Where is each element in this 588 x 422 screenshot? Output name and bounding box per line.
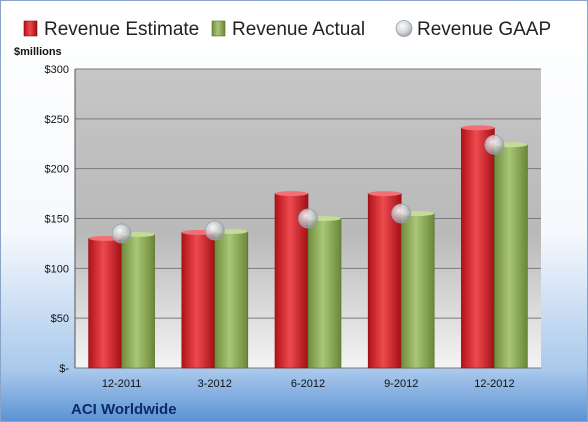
marker-revenue-gaap bbox=[391, 203, 412, 224]
bar-revenue-actual bbox=[494, 144, 528, 369]
y-tick-label: $- bbox=[59, 363, 69, 375]
bar-revenue-actual bbox=[307, 218, 342, 369]
bar-top-revenue-estimate bbox=[368, 191, 402, 197]
y-tick-label: $150 bbox=[45, 214, 69, 226]
bar-revenue-estimate bbox=[181, 232, 216, 369]
legend-label: Revenue Estimate bbox=[44, 19, 199, 40]
bar-revenue-actual bbox=[121, 234, 155, 369]
marker-revenue-gaap bbox=[204, 220, 225, 241]
y-tick-label: $100 bbox=[45, 263, 69, 275]
x-axis-ticks: 12-2011 3-2012 6-2012 9-2012 12-2012 bbox=[102, 378, 515, 390]
x-tick-label: 9-2012 bbox=[384, 378, 418, 390]
y-axis-ticks: $- $50 $100 $150 $200 $250 $300 bbox=[45, 64, 70, 375]
marker-revenue-gaap bbox=[111, 223, 132, 244]
company-name: ACI Worldwide bbox=[71, 401, 177, 418]
y-tick-label: $200 bbox=[45, 164, 69, 176]
legend-label: Revenue Actual bbox=[232, 19, 365, 40]
y-tick-label: $250 bbox=[45, 114, 69, 126]
bar-revenue-estimate bbox=[461, 127, 495, 369]
y-axis-label: $millions bbox=[14, 46, 62, 58]
x-tick-label: 12-2012 bbox=[474, 378, 514, 390]
bar-revenue-actual bbox=[214, 231, 249, 369]
legend-swatch bbox=[211, 20, 226, 37]
bar-top-revenue-estimate bbox=[275, 191, 308, 197]
legend-swatch bbox=[395, 20, 413, 37]
bars bbox=[88, 125, 528, 369]
marker-revenue-gaap bbox=[484, 134, 505, 155]
legend: Revenue Estimate Revenue Actual Revenue GA… bbox=[23, 19, 551, 40]
x-tick-label: 12-2011 bbox=[102, 378, 142, 390]
x-tick-label: 6-2012 bbox=[291, 378, 325, 390]
marker-revenue-gaap bbox=[298, 208, 318, 229]
legend-label: Revenue GAAP bbox=[417, 19, 551, 40]
gaap-markers bbox=[111, 134, 505, 244]
y-tick-label: $50 bbox=[51, 313, 69, 325]
bar-revenue-actual bbox=[400, 213, 435, 369]
bar-top-revenue-estimate bbox=[461, 125, 495, 131]
bar-revenue-estimate bbox=[88, 238, 122, 369]
legend-swatch bbox=[23, 20, 38, 37]
y-tick-label: $300 bbox=[45, 64, 69, 76]
x-tick-label: 3-2012 bbox=[198, 378, 232, 390]
